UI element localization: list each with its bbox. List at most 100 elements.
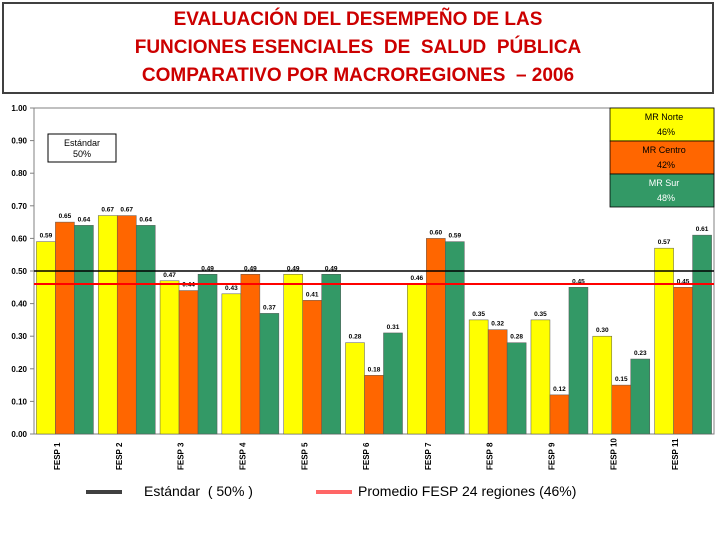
y-tick-label: 0.40: [11, 300, 27, 309]
data-label: 0.32: [491, 321, 504, 328]
y-tick-label: 0.60: [11, 234, 27, 243]
bar-fesp11-mr-norte: [654, 247, 674, 435]
title-line-3: COMPARATIVO POR MACROREGIONES – 2006: [141, 65, 575, 86]
bar-fesp8-mr-centro: [487, 329, 508, 435]
legend-box-label: MR Sur: [649, 178, 680, 188]
y-tick-label: 0.00: [11, 430, 27, 439]
bar-fesp6-mr-centro: [364, 375, 384, 435]
legend-standard-line: [86, 490, 122, 494]
bar-fesp4-mr-sur: [259, 313, 280, 435]
data-label: 0.35: [472, 311, 485, 318]
bar-fesp8-mr-sur: [506, 342, 527, 435]
legend-box-label: MR Norte: [645, 112, 684, 122]
category-label: FESP 5: [300, 442, 309, 470]
data-label: 0.23: [634, 350, 647, 357]
legend-box-mr-centro: [609, 140, 715, 175]
data-label: 0.30: [596, 327, 609, 334]
data-label: 0.59: [448, 233, 461, 240]
data-label: 0.49: [287, 265, 300, 272]
data-label: 0.45: [677, 278, 690, 285]
y-tick-label: 0.70: [11, 202, 27, 211]
data-label: 0.49: [244, 265, 257, 272]
bar-fesp2-mr-sur: [135, 225, 156, 435]
data-label: 0.46: [410, 275, 423, 282]
bar-fesp9-mr-centro: [549, 394, 570, 435]
category-label: FESP 10: [609, 438, 618, 470]
category-label: FESP 6: [362, 442, 371, 470]
data-label: 0.65: [59, 213, 72, 220]
legend-box-mr-sur: [609, 173, 715, 208]
category-label: FESP 3: [177, 442, 186, 470]
bar-fesp7-mr-sur: [445, 241, 465, 435]
data-label: 0.37: [263, 304, 276, 311]
data-label: 0.64: [78, 216, 91, 223]
title-line-2: FUNCIONES ESENCIALES DE SALUD PÚBLICA: [134, 37, 582, 58]
data-label: 0.31: [387, 324, 400, 331]
legend-box-label: MR Centro: [642, 145, 686, 155]
category-label: FESP 9: [548, 442, 557, 470]
category-label: FESP 11: [671, 438, 680, 470]
data-label: 0.43: [225, 285, 238, 292]
data-label: 0.45: [572, 278, 585, 285]
chart-legend: Estándar ( 50% ) Promedio FESP 24 region…: [58, 480, 698, 506]
legend-standard-label: Estándar ( 50% ): [144, 483, 253, 499]
standard-annotation-text: Estándar: [64, 138, 100, 148]
category-label: FESP 2: [115, 442, 124, 470]
bar-fesp3-mr-centro: [178, 290, 199, 435]
legend-box-mr-norte: [609, 107, 715, 142]
bar-fesp9-mr-norte: [530, 319, 551, 435]
standard-annotation-box: [47, 133, 117, 163]
legend-box-value: 48%: [657, 193, 675, 203]
legend-box-value: 46%: [657, 127, 675, 137]
bar-fesp10-mr-sur: [630, 358, 651, 435]
y-tick-label: 0.50: [11, 267, 27, 276]
bar-fesp4-mr-centro: [240, 274, 261, 435]
bar-fesp11-mr-sur: [692, 234, 712, 435]
data-label: 0.49: [201, 265, 214, 272]
data-label: 0.41: [306, 291, 319, 298]
y-tick-label: 0.90: [11, 137, 27, 146]
bar-fesp6-mr-sur: [383, 332, 403, 435]
title-line-1: EVALUACIÓN DEL DESEMPEÑO DE LAS: [173, 9, 543, 30]
bar-fesp7-mr-norte: [407, 283, 427, 435]
standard-annotation-text: 50%: [73, 149, 91, 159]
category-label: FESP 8: [486, 442, 495, 470]
bar-fesp1-mr-centro: [55, 221, 75, 435]
data-label: 0.57: [658, 239, 671, 246]
data-label: 0.49: [325, 265, 338, 272]
bar-fesp10-mr-centro: [611, 384, 632, 435]
data-label: 0.67: [101, 207, 114, 214]
data-label: 0.64: [139, 216, 152, 223]
bar-chart: 0.00 0.10 0.20 0.30 0.40 0.50 0.60 0.70 0.80 0.90…: [11, 104, 715, 470]
data-label: 0.61: [696, 226, 709, 233]
bar-fesp3-mr-norte: [159, 280, 180, 435]
bar-fesp6-mr-norte: [345, 342, 365, 435]
category-label: FESP 1: [53, 442, 62, 470]
bar-fesp1-mr-sur: [74, 225, 94, 435]
legend-box-value: 42%: [657, 160, 675, 170]
y-tick-label: 0.20: [11, 365, 27, 374]
data-label: 0.35: [534, 311, 547, 318]
category-label: FESP 4: [238, 442, 247, 470]
bar-fesp10-mr-norte: [592, 335, 613, 435]
chart-title-box: EVALUACIÓN DEL DESEMPEÑO DE LAS FUNCIONE…: [2, 2, 714, 94]
bar-fesp7-mr-centro: [426, 238, 446, 435]
data-label: 0.47: [163, 272, 176, 279]
legend-average-line: [316, 490, 352, 494]
category-label: FESP 7: [424, 442, 433, 470]
bar-fesp3-mr-sur: [197, 274, 218, 435]
bar-fesp2-mr-centro: [116, 215, 137, 435]
data-label: 0.12: [553, 386, 566, 393]
bar-fesp4-mr-norte: [221, 293, 242, 435]
data-label: 0.44: [182, 282, 195, 289]
bar-fesp5-mr-norte: [283, 274, 303, 435]
data-label: 0.59: [40, 233, 53, 240]
data-label: 0.28: [510, 334, 523, 341]
legend-average-label: Promedio FESP 24 regiones (46%): [358, 483, 577, 499]
data-label: 0.18: [368, 366, 381, 373]
bar-fesp5-mr-sur: [321, 274, 341, 435]
y-tick-label: 0.30: [11, 332, 27, 341]
y-tick-label: 1.00: [11, 104, 27, 113]
bar-fesp11-mr-centro: [673, 287, 693, 435]
y-tick-label: 0.80: [11, 169, 27, 178]
